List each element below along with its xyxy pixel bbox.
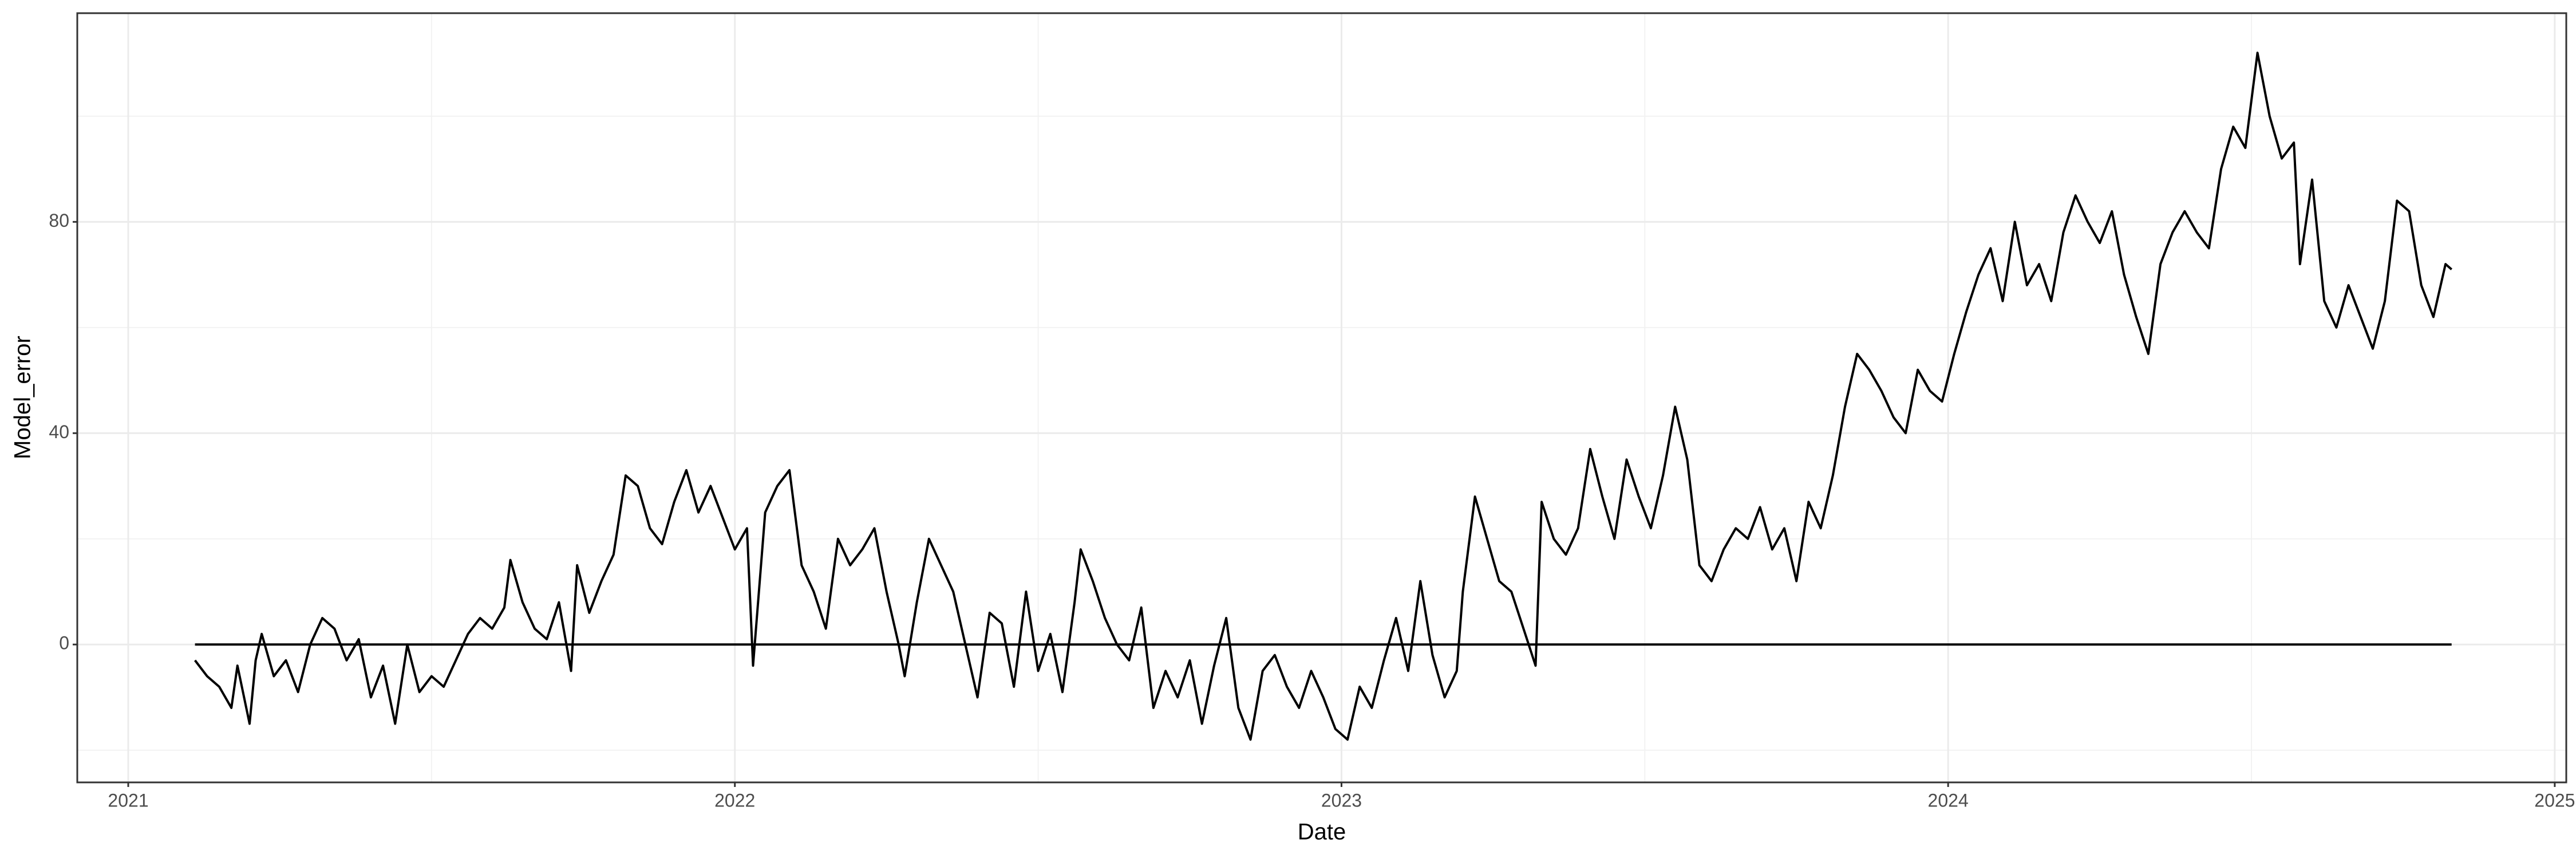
y-tick-label: 0 xyxy=(59,633,69,654)
plot-border xyxy=(76,12,2567,784)
x-axis-title: Date xyxy=(1298,820,1346,845)
plot-background xyxy=(77,13,2566,782)
x-tick-label: 2023 xyxy=(1321,790,1362,810)
data-line xyxy=(194,52,2453,741)
y-axis-title: Model_error xyxy=(10,336,35,459)
x-tick-label: 2024 xyxy=(1928,790,1969,810)
x-tick-label: 2025 xyxy=(2534,790,2575,810)
x-tick-label: 2021 xyxy=(108,790,148,810)
y-tick-label: 80 xyxy=(49,210,69,231)
x-tick-label: 2022 xyxy=(714,790,755,810)
y-tick-label: 40 xyxy=(49,422,69,442)
